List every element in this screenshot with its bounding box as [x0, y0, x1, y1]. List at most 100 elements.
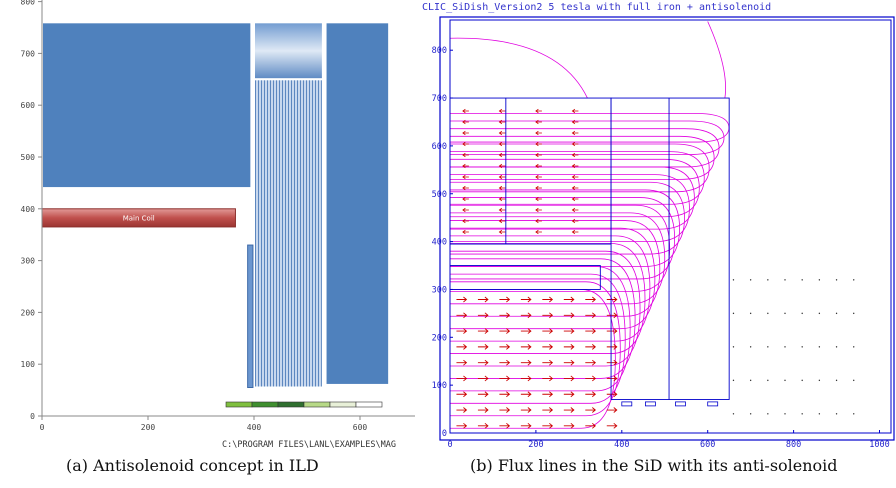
field-arrow	[585, 391, 596, 398]
x-tick-label: 0	[447, 440, 452, 450]
field-dot	[767, 346, 769, 348]
field-dot	[732, 346, 735, 348]
field-arrow	[535, 196, 542, 202]
caption-a: (a) Antisolenoid concept in ILD	[66, 456, 319, 475]
field-arrow	[462, 119, 469, 125]
field-arrow	[456, 344, 468, 350]
y-tick-label: 100	[21, 360, 36, 369]
field-dot	[749, 279, 752, 281]
field-arrow	[520, 375, 532, 382]
field-arrow	[520, 422, 532, 429]
field-arrow	[477, 296, 489, 303]
field-arrow	[571, 207, 579, 213]
small-coil-box	[621, 401, 633, 407]
legend-swatch	[251, 401, 279, 408]
field-dot	[853, 346, 855, 348]
field-arrow	[477, 344, 489, 350]
flux-line	[450, 197, 676, 280]
field-arrow	[571, 185, 579, 191]
field-arrow	[456, 391, 468, 398]
field-dot	[801, 312, 803, 315]
field-dot	[784, 413, 786, 415]
legend-swatch	[329, 401, 357, 408]
field-arrow	[535, 119, 542, 125]
field-dot	[835, 379, 838, 382]
field-arrow	[477, 407, 489, 413]
anti-solenoid-coil	[247, 244, 254, 389]
y-tick-label: 700	[432, 94, 447, 104]
field-arrow	[542, 328, 554, 334]
field-arrows	[456, 108, 855, 429]
x-tick-label: 200	[141, 423, 156, 432]
field-dot	[853, 379, 855, 382]
field-arrow	[535, 163, 542, 169]
x-tick-label: 600	[700, 440, 715, 450]
field-arrow	[462, 130, 469, 136]
field-arrow	[563, 359, 575, 366]
field-dot	[818, 346, 821, 348]
y-tick-label: 500	[432, 190, 447, 200]
y-tick-label: 200	[432, 333, 447, 343]
field-arrow	[477, 391, 489, 398]
field-arrow	[477, 312, 489, 319]
legend-swatch	[303, 401, 331, 408]
field-arrow	[542, 391, 554, 398]
field-arrow	[606, 422, 618, 429]
field-arrow	[535, 229, 542, 235]
field-dot	[784, 379, 786, 382]
field-dot	[767, 279, 769, 281]
field-arrow	[535, 108, 542, 114]
field-dot	[818, 279, 821, 281]
field-dot	[749, 379, 752, 382]
field-arrow	[571, 108, 579, 114]
field-arrow	[606, 391, 618, 398]
flux-line	[450, 166, 695, 230]
field-dot	[732, 413, 735, 415]
small-coil-box	[675, 401, 686, 407]
field-dot	[784, 312, 786, 315]
field-arrow	[462, 163, 469, 169]
field-arrow	[585, 296, 596, 303]
field-dot	[784, 346, 786, 348]
flux-line	[449, 37, 588, 99]
legend-swatch	[225, 401, 253, 408]
y-tick-label: 0	[30, 412, 35, 421]
field-arrow	[498, 108, 506, 114]
field-arrow	[535, 174, 542, 180]
upper-yoke-block	[41, 21, 253, 190]
field-dot	[818, 413, 821, 415]
field-arrow	[456, 296, 468, 303]
legend-swatch	[277, 401, 305, 408]
y-tick-label: 800	[432, 46, 447, 56]
plot-frame	[449, 19, 892, 434]
flux-line	[450, 220, 661, 317]
field-arrow	[462, 207, 469, 213]
field-arrow	[477, 359, 489, 366]
field-dot	[749, 312, 752, 315]
field-dot	[818, 379, 821, 382]
field-arrow	[571, 119, 579, 125]
field-arrow	[563, 391, 575, 398]
field-arrow	[585, 422, 596, 429]
field-arrow	[535, 185, 542, 191]
field-arrow	[477, 328, 489, 334]
field-arrow	[499, 422, 511, 429]
field-arrow	[456, 359, 468, 366]
field-arrow	[606, 375, 618, 382]
field-arrow	[499, 375, 511, 382]
field-arrow	[498, 229, 506, 235]
x-tick-label: 600	[353, 423, 368, 432]
field-arrow	[498, 119, 506, 125]
endcap-iron-outline	[610, 97, 730, 400]
field-arrow	[542, 359, 554, 366]
field-arrow	[456, 312, 468, 319]
field-arrow	[477, 375, 489, 382]
flux-line	[450, 289, 616, 429]
field-dot	[732, 279, 735, 281]
flux-line	[450, 243, 646, 354]
field-dot	[835, 279, 838, 281]
field-arrow	[462, 229, 469, 235]
x-tick-label: 200	[528, 440, 543, 450]
field-arrow	[462, 174, 469, 180]
flux-lines-plot: CLIC_SiDish_Version2 5 tesla with full i…	[418, 0, 896, 450]
